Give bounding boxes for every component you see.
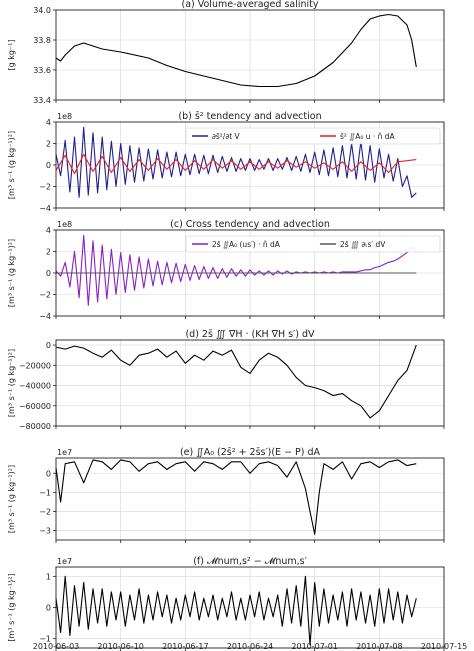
x-tick-label: 2010-07-15	[421, 642, 468, 651]
y-tick-label: 2	[46, 248, 51, 257]
series-line-2	[55, 153, 417, 175]
y-tick-label: −40000	[19, 382, 51, 391]
panel-title: (c) Cross tendency and advection	[170, 219, 330, 230]
offset-label: 1e8	[57, 220, 72, 229]
series-line-1	[55, 575, 417, 646]
y-tick-label: 0	[46, 604, 51, 613]
offset-label: 1e7	[57, 448, 72, 457]
y-tick-label: 4	[46, 226, 51, 235]
offset-label: 1e8	[57, 112, 72, 121]
series-line-1	[55, 344, 417, 419]
y-tick-label: 0	[46, 269, 51, 278]
panel-5: −3 −2 −1 0 (e) ∬A₀ (2s̄² + 2s̄s′)(E − P) dA 1…	[7, 447, 445, 543]
y-tick-label: −80000	[19, 422, 51, 431]
y-axis-label: [m³ s⁻¹ (g kg⁻¹)²]	[7, 349, 16, 417]
y-axis-label: [m³ s⁻¹ (g kg⁻¹)²]	[7, 573, 16, 641]
y-axis-label: [m³ s⁻¹ (g kg⁻¹)²]	[7, 465, 16, 533]
legend-label-2: s̄² ∬A₀ u · n̂ dA	[340, 132, 396, 141]
x-tick-label: 2010-07-08	[356, 642, 403, 651]
x-tick-label: 2010-06-24	[227, 642, 274, 651]
legend-box	[185, 235, 441, 253]
y-tick-label: −3	[39, 526, 51, 535]
panel-2: −4 −2 0 2 4 (b) s̄² tendency and advection 1e8…	[7, 111, 445, 213]
legend-label-2: 2s̄ ∭ ∂ₜs′ dV	[340, 240, 386, 249]
y-tick-label: −1	[39, 488, 51, 497]
series-line-1	[55, 13, 417, 88]
y-tick-label: 33.6	[33, 66, 51, 75]
panel-title: (b) s̄² tendency and advection	[178, 111, 321, 122]
y-tick-label: −20000	[19, 361, 51, 370]
y-tick-label: 33.8	[33, 36, 51, 45]
y-tick-label: 1	[46, 572, 51, 581]
panel-1: 33.4 33.6 33.8 34.0 (a) Volume-averaged sali…	[7, 0, 445, 105]
y-tick-label: −1	[39, 635, 51, 644]
x-tick-label: 2010-06-17	[162, 642, 209, 651]
series-line-1	[55, 234, 417, 306]
y-tick-label: 0	[46, 341, 51, 350]
y-tick-label: 0	[46, 469, 51, 478]
y-tick-label: 4	[46, 118, 51, 127]
y-tick-label: −2	[39, 507, 51, 516]
y-axis-label: [g kg⁻¹]	[7, 39, 16, 70]
panel-4: −80000 −60000 −40000 −20000 0 (d) 2s̄ ∭ ∇H · …	[7, 329, 445, 431]
y-axis-label: [m³ s⁻¹ (g kg⁻¹)²]	[7, 239, 16, 307]
y-tick-label: 33.4	[33, 96, 51, 105]
y-axis-label: [m³ s⁻¹ (g kg⁻¹)²]	[7, 131, 16, 199]
x-tick-label: 2010-06-03	[33, 642, 80, 651]
panel-title: (f) 𝓜num,s² − 𝓜num,s′	[193, 556, 307, 567]
legend-label-1: 2s̄ ∬A₀ (us′) · n̂ dA	[212, 240, 281, 249]
series-line-1	[55, 126, 417, 198]
y-tick-label: 34.0	[33, 6, 51, 15]
offset-label: 1e7	[57, 557, 72, 566]
panel-3: −4 −2 0 2 4 (c) Cross tendency and advection 1…	[7, 219, 445, 321]
series-line-1	[55, 459, 417, 535]
panel-title: (d) 2s̄ ∭ ∇H · (KH ∇H s′) dV	[185, 329, 315, 340]
y-tick-label: −2	[39, 291, 51, 300]
y-tick-label: 2	[46, 140, 51, 149]
y-tick-label: −60000	[19, 402, 51, 411]
x-tick-label: 2010-06-10	[97, 642, 144, 651]
y-tick-label: −4	[39, 204, 51, 213]
panel-title: (a) Volume-averaged salinity	[181, 0, 318, 10]
y-tick-label: 0	[46, 161, 51, 170]
legend-label-1: ∂s̄²/∂t V	[212, 132, 241, 141]
x-tick-label: 2010-07-01	[291, 642, 338, 651]
y-tick-label: −2	[39, 183, 51, 192]
legend-box	[185, 127, 441, 145]
panel-6: −1 0 1 (f) 𝓜num,s² − 𝓜num,s′ 1e7 [m³ s⁻¹ (g k…	[7, 556, 445, 651]
panel-title: (e) ∬A₀ (2s̄² + 2s̄s′)(E − P) dA	[180, 447, 321, 458]
y-tick-label: −4	[39, 312, 51, 321]
